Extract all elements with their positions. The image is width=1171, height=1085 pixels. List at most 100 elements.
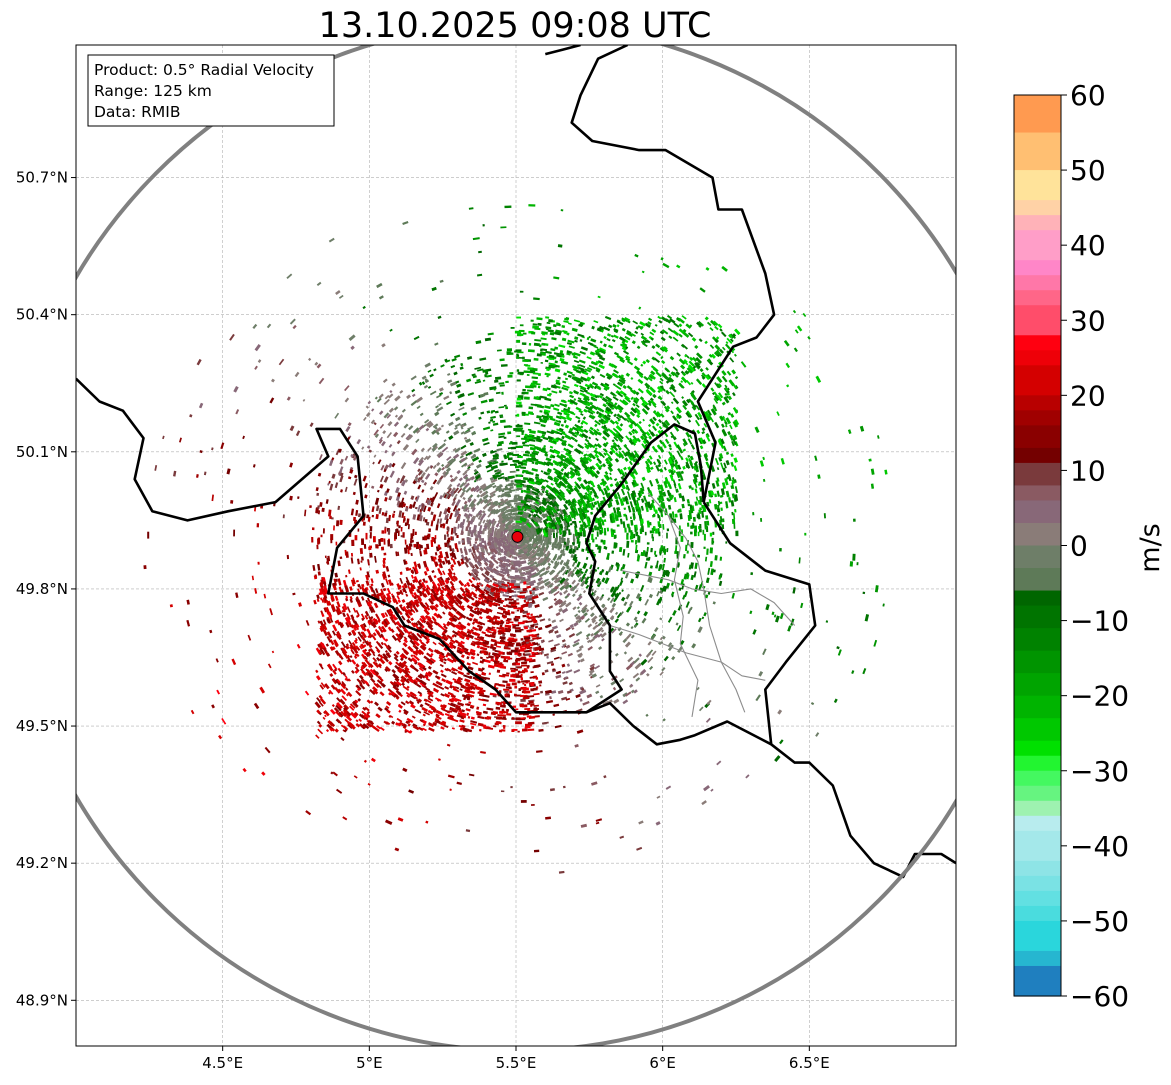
velocity-echo bbox=[503, 711, 505, 714]
velocity-echo bbox=[416, 546, 419, 549]
velocity-echo bbox=[521, 656, 526, 659]
velocity-echo bbox=[510, 674, 516, 677]
velocity-echo bbox=[427, 534, 430, 538]
velocity-echo bbox=[517, 650, 520, 653]
velocity-echo bbox=[398, 525, 401, 528]
velocity-echo bbox=[321, 535, 323, 538]
velocity-echo bbox=[494, 388, 496, 391]
velocity-echo bbox=[516, 560, 521, 562]
velocity-echo bbox=[330, 534, 333, 540]
velocity-echo bbox=[510, 486, 514, 489]
velocity-echo bbox=[517, 731, 519, 733]
velocity-echo bbox=[504, 405, 507, 407]
velocity-echo bbox=[539, 684, 541, 686]
velocity-echo bbox=[615, 543, 618, 548]
velocity-echo bbox=[458, 541, 461, 544]
velocity-echo bbox=[369, 553, 372, 558]
velocity-echo bbox=[509, 372, 513, 374]
velocity-echo bbox=[514, 686, 517, 689]
velocity-echo bbox=[387, 540, 390, 547]
velocity-echo bbox=[641, 552, 644, 556]
velocity-echo bbox=[693, 517, 696, 522]
velocity-echo bbox=[516, 435, 520, 437]
velocity-echo bbox=[361, 538, 364, 545]
velocity-echo bbox=[515, 570, 519, 572]
velocity-echo bbox=[401, 535, 403, 537]
velocity-echo bbox=[403, 518, 406, 521]
velocity-echo bbox=[509, 679, 515, 682]
velocity-echo bbox=[384, 527, 386, 529]
velocity-echo bbox=[506, 351, 511, 353]
velocity-echo bbox=[549, 542, 552, 545]
velocity-echo bbox=[381, 530, 384, 533]
velocity-echo bbox=[524, 626, 528, 629]
velocity-echo bbox=[383, 538, 385, 544]
velocity-echo bbox=[372, 515, 374, 518]
velocity-echo bbox=[326, 561, 329, 563]
velocity-echo bbox=[502, 718, 507, 720]
velocity-echo bbox=[444, 542, 447, 547]
velocity-echo bbox=[512, 454, 519, 456]
velocity-echo bbox=[311, 537, 313, 543]
velocity-echo bbox=[309, 505, 312, 508]
velocity-echo bbox=[667, 528, 669, 531]
velocity-echo bbox=[409, 547, 412, 550]
velocity-echo bbox=[504, 694, 507, 697]
velocity-echo bbox=[513, 729, 518, 731]
velocity-echo bbox=[375, 544, 378, 548]
velocity-echo bbox=[697, 555, 700, 558]
velocity-echo bbox=[504, 691, 508, 693]
velocity-echo bbox=[358, 528, 360, 531]
velocity-echo bbox=[511, 650, 518, 653]
velocity-echo bbox=[626, 541, 629, 548]
velocity-echo bbox=[524, 684, 526, 686]
velocity-echo bbox=[702, 530, 704, 535]
velocity-echo bbox=[447, 531, 449, 534]
velocity-echo bbox=[506, 672, 509, 674]
velocity-echo bbox=[542, 672, 545, 675]
velocity-echo bbox=[687, 551, 689, 554]
velocity-echo bbox=[515, 466, 519, 469]
velocity-echo bbox=[522, 389, 526, 391]
velocity-echo bbox=[505, 381, 509, 383]
velocity-echo bbox=[455, 533, 457, 536]
velocity-echo bbox=[521, 432, 523, 435]
velocity-echo bbox=[444, 535, 446, 540]
velocity-echo bbox=[687, 523, 689, 527]
velocity-echo bbox=[512, 460, 518, 462]
velocity-echo bbox=[511, 670, 516, 672]
velocity-echo bbox=[472, 530, 475, 533]
velocity-echo bbox=[512, 442, 518, 445]
velocity-echo bbox=[655, 554, 658, 557]
velocity-echo bbox=[627, 524, 630, 529]
velocity-echo bbox=[510, 535, 512, 539]
velocity-echo bbox=[336, 542, 338, 546]
velocity-echo bbox=[351, 540, 354, 546]
velocity-echo bbox=[518, 566, 520, 568]
map-title: 13.10.2025 09:08 UTC bbox=[319, 6, 712, 46]
velocity-echo bbox=[531, 652, 535, 655]
velocity-echo bbox=[424, 535, 427, 540]
velocity-echo bbox=[419, 549, 421, 551]
velocity-echo bbox=[363, 522, 366, 526]
velocity-echo bbox=[504, 437, 507, 439]
velocity-echo bbox=[595, 537, 597, 539]
velocity-echo bbox=[396, 528, 398, 533]
velocity-echo bbox=[597, 531, 599, 536]
velocity-echo bbox=[401, 527, 403, 532]
velocity-echo bbox=[383, 558, 386, 561]
velocity-echo bbox=[506, 686, 512, 688]
velocity-echo bbox=[351, 553, 353, 557]
velocity-echo bbox=[521, 662, 527, 664]
velocity-echo bbox=[506, 709, 509, 712]
velocity-echo bbox=[597, 547, 600, 550]
velocity-echo bbox=[529, 649, 532, 652]
velocity-echo bbox=[710, 547, 713, 553]
velocity-echo bbox=[511, 634, 516, 637]
velocity-echo bbox=[513, 565, 515, 567]
velocity-echo bbox=[475, 541, 478, 544]
velocity-echo bbox=[506, 656, 510, 659]
velocity-echo bbox=[703, 547, 705, 549]
velocity-echo bbox=[434, 538, 436, 544]
